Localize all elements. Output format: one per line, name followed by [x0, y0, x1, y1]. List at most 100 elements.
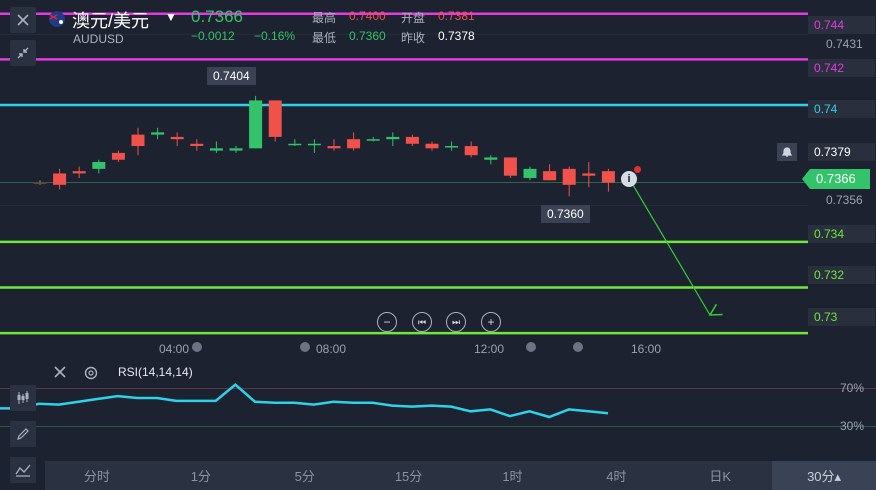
candle-body[interactable]	[92, 162, 106, 169]
event-marker[interactable]	[526, 342, 536, 352]
collapse-button[interactable]	[10, 40, 36, 66]
timeframe-tab[interactable]: 1分	[190, 469, 211, 484]
candle-body[interactable]	[601, 171, 615, 183]
current-price-value: 0.7366	[816, 171, 856, 186]
rsi-label: RSI(14,14,14)	[118, 365, 193, 379]
event-marker[interactable]	[573, 342, 583, 352]
open-value: 0.7381	[438, 9, 475, 23]
level-tag-0742[interactable]: 0.742	[808, 59, 875, 77]
timeframe-tab[interactable]: 1时	[502, 469, 523, 484]
rsi-upper-label: 70%	[840, 381, 865, 395]
candle-body[interactable]	[151, 132, 165, 135]
indicator-icon	[15, 464, 31, 477]
timeframe-tab[interactable]: 日K	[709, 469, 732, 484]
event-marker[interactable]	[300, 342, 310, 352]
candle-body[interactable]	[327, 146, 341, 149]
alert-dot	[634, 166, 641, 173]
candle-body[interactable]	[425, 143, 439, 149]
candle-body[interactable]	[53, 173, 67, 185]
level-tag-0732[interactable]: 0.732	[808, 266, 875, 284]
rsi-close-button[interactable]	[53, 365, 67, 384]
time-tick-1600: 16:00	[631, 342, 662, 356]
axis-label-top: 0.7431	[826, 37, 863, 51]
draw-button[interactable]	[10, 421, 36, 447]
candle-body[interactable]	[131, 134, 145, 147]
candle-body[interactable]	[523, 168, 537, 178]
prev-close-label: 昨收	[401, 31, 426, 45]
zoom-in-button[interactable]: +	[481, 312, 501, 332]
timeframe-tab[interactable]: 4时	[606, 469, 627, 484]
candle-body[interactable]	[484, 157, 498, 160]
candle-body[interactable]	[307, 143, 321, 146]
candle-body[interactable]	[582, 173, 596, 176]
chart-grid	[0, 33, 808, 206]
candle-body[interactable]	[268, 100, 282, 137]
high-value: 0.7400	[349, 9, 386, 23]
candle-series	[33, 95, 615, 197]
candle-body[interactable]	[543, 171, 557, 181]
timeframe-tab[interactable]: 分时	[83, 469, 110, 484]
plus-circle-icon: +	[487, 315, 495, 329]
skip-forward-icon: ⏭	[451, 316, 461, 327]
timeframe-tab[interactable]: 5分	[294, 469, 315, 484]
level-tag-074[interactable]: 0.74	[808, 100, 875, 118]
zoom-out-button[interactable]: −	[377, 312, 397, 332]
high-callout: 0.7404	[207, 67, 256, 85]
timeframe-bar: 分时 1分 5分 15分 1时 4时 日K 30分▴	[45, 461, 876, 490]
instrument-title[interactable]: 澳元/美元	[72, 11, 150, 31]
level-tag-0734[interactable]: 0.734	[808, 225, 875, 243]
scroll-back-button[interactable]: ⏮	[412, 312, 432, 332]
timeframe-tab[interactable]: 15分	[394, 469, 423, 484]
scroll-forward-button[interactable]: ⏭	[446, 312, 466, 332]
rsi-line	[0, 383, 609, 419]
close-button[interactable]	[10, 7, 36, 33]
close-icon	[17, 14, 29, 26]
candle-body[interactable]	[503, 157, 517, 176]
candle-body[interactable]	[229, 148, 243, 151]
minus-circle-icon: −	[383, 315, 391, 329]
high-label: 最高	[312, 11, 337, 25]
open-label: 开盘	[401, 11, 426, 25]
level-tag-0744[interactable]: 0.744	[808, 16, 875, 34]
candle-body[interactable]	[366, 139, 380, 141]
time-tick-0800: 08:00	[316, 342, 347, 356]
candle-body[interactable]	[209, 148, 223, 151]
rsi-panel	[0, 383, 876, 427]
candle-body[interactable]	[445, 146, 459, 148]
timeframe-tab-active[interactable]: 30分▴	[772, 461, 876, 490]
indicator-button[interactable]	[10, 457, 36, 483]
pencil-icon	[17, 428, 29, 440]
candle-body[interactable]	[170, 136, 184, 140]
close-icon	[54, 366, 66, 378]
candle-body[interactable]	[386, 136, 400, 140]
event-marker[interactable]	[192, 342, 202, 352]
current-price-marker	[802, 169, 870, 189]
candle-body[interactable]	[249, 100, 263, 149]
symbol-code: AUDUSD	[73, 32, 124, 46]
candle-body[interactable]	[405, 136, 419, 144]
price-change: −0.0012	[191, 29, 235, 43]
low-label: 最低	[312, 31, 337, 45]
info-icon[interactable]: i	[621, 171, 637, 187]
candle-body[interactable]	[190, 143, 204, 147]
chart-type-button[interactable]	[10, 385, 36, 411]
rsi-lower-label: 30%	[840, 419, 865, 433]
bell-icon[interactable]	[777, 143, 797, 161]
candle-body[interactable]	[562, 168, 576, 185]
rsi-settings-button[interactable]	[83, 365, 99, 386]
candle-body[interactable]	[288, 143, 302, 146]
candle-body[interactable]	[33, 182, 47, 185]
candle-body[interactable]	[72, 171, 86, 174]
trend-arrow[interactable]	[629, 179, 723, 316]
low-value: 0.7360	[349, 29, 386, 43]
time-tick-0400: 04:00	[159, 342, 190, 356]
prev-close-value: 0.7378	[438, 29, 475, 43]
price-change-pct: −0.16%	[254, 29, 296, 43]
price-levels	[0, 12, 808, 335]
candle-body[interactable]	[347, 139, 361, 149]
candle-body[interactable]	[464, 146, 478, 156]
caret-down-icon[interactable]: ▼	[165, 10, 177, 24]
candle-body[interactable]	[111, 152, 125, 160]
level-tag-073[interactable]: 0.73	[808, 308, 875, 326]
